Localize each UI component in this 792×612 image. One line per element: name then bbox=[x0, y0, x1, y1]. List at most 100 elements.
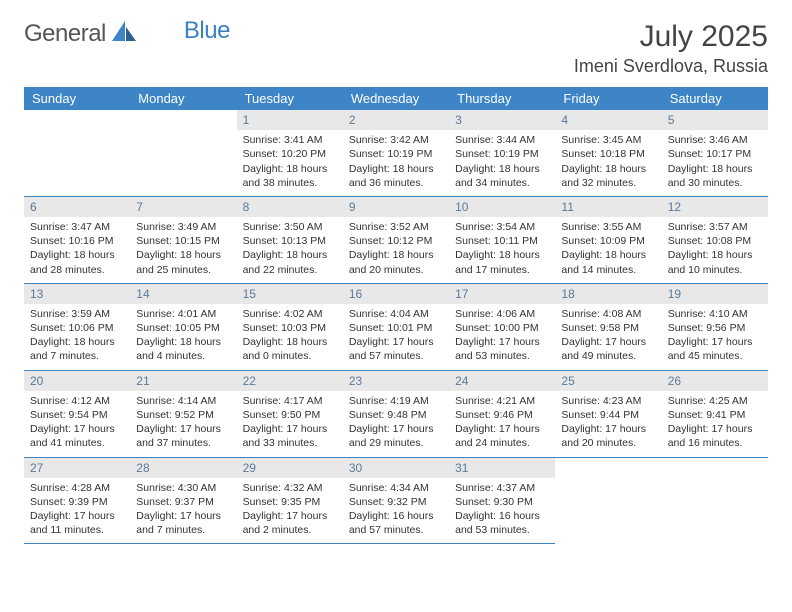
sunrise-text: Sunrise: 4:02 AM bbox=[243, 307, 337, 321]
daylight-text-1: Daylight: 17 hours bbox=[243, 422, 337, 436]
daylight-text-2: and 28 minutes. bbox=[30, 263, 124, 277]
day-number: 17 bbox=[449, 284, 555, 304]
daylight-text-2: and 36 minutes. bbox=[349, 176, 443, 190]
daylight-text-2: and 7 minutes. bbox=[136, 523, 230, 537]
day-number: 11 bbox=[555, 197, 661, 217]
logo-sail-icon bbox=[112, 20, 138, 48]
sunrise-text: Sunrise: 3:57 AM bbox=[668, 220, 762, 234]
calendar-week-row: 20Sunrise: 4:12 AMSunset: 9:54 PMDayligh… bbox=[24, 370, 768, 457]
daylight-text-1: Daylight: 16 hours bbox=[455, 509, 549, 523]
daylight-text-1: Daylight: 18 hours bbox=[243, 335, 337, 349]
calendar-day-cell: 26Sunrise: 4:25 AMSunset: 9:41 PMDayligh… bbox=[662, 370, 768, 457]
sunrise-text: Sunrise: 3:47 AM bbox=[30, 220, 124, 234]
daylight-text-2: and 2 minutes. bbox=[243, 523, 337, 537]
daylight-text-1: Daylight: 17 hours bbox=[455, 422, 549, 436]
sunrise-text: Sunrise: 3:42 AM bbox=[349, 133, 443, 147]
sunrise-text: Sunrise: 4:06 AM bbox=[455, 307, 549, 321]
sunset-text: Sunset: 9:30 PM bbox=[455, 495, 549, 509]
sunrise-text: Sunrise: 4:01 AM bbox=[136, 307, 230, 321]
day-number: 4 bbox=[555, 110, 661, 130]
calendar-day-cell: 31Sunrise: 4:37 AMSunset: 9:30 PMDayligh… bbox=[449, 457, 555, 544]
calendar-week-row: 13Sunrise: 3:59 AMSunset: 10:06 PMDaylig… bbox=[24, 283, 768, 370]
calendar-day-cell bbox=[662, 457, 768, 544]
sunset-text: Sunset: 10:19 PM bbox=[349, 147, 443, 161]
daylight-text-2: and 34 minutes. bbox=[455, 176, 549, 190]
sunrise-text: Sunrise: 4:21 AM bbox=[455, 394, 549, 408]
sunset-text: Sunset: 9:35 PM bbox=[243, 495, 337, 509]
daylight-text-2: and 14 minutes. bbox=[561, 263, 655, 277]
day-number: 30 bbox=[343, 458, 449, 478]
sunset-text: Sunset: 10:13 PM bbox=[243, 234, 337, 248]
calendar-day-cell: 22Sunrise: 4:17 AMSunset: 9:50 PMDayligh… bbox=[237, 370, 343, 457]
calendar-day-cell: 30Sunrise: 4:34 AMSunset: 9:32 PMDayligh… bbox=[343, 457, 449, 544]
daylight-text-2: and 11 minutes. bbox=[30, 523, 124, 537]
calendar-day-cell: 24Sunrise: 4:21 AMSunset: 9:46 PMDayligh… bbox=[449, 370, 555, 457]
calendar-day-cell: 3Sunrise: 3:44 AMSunset: 10:19 PMDayligh… bbox=[449, 110, 555, 196]
daylight-text-1: Daylight: 18 hours bbox=[30, 248, 124, 262]
day-number: 28 bbox=[130, 458, 236, 478]
calendar-day-cell: 27Sunrise: 4:28 AMSunset: 9:39 PMDayligh… bbox=[24, 457, 130, 544]
weekday-header: Monday bbox=[130, 87, 236, 110]
sunrise-text: Sunrise: 3:45 AM bbox=[561, 133, 655, 147]
day-number: 15 bbox=[237, 284, 343, 304]
sunset-text: Sunset: 9:52 PM bbox=[136, 408, 230, 422]
daylight-text-2: and 53 minutes. bbox=[455, 349, 549, 363]
daylight-text-1: Daylight: 18 hours bbox=[136, 248, 230, 262]
sunset-text: Sunset: 10:03 PM bbox=[243, 321, 337, 335]
weekday-header: Thursday bbox=[449, 87, 555, 110]
sunset-text: Sunset: 9:58 PM bbox=[561, 321, 655, 335]
logo-text-blue: Blue bbox=[184, 17, 230, 45]
daylight-text-1: Daylight: 17 hours bbox=[136, 509, 230, 523]
daylight-text-2: and 17 minutes. bbox=[455, 263, 549, 277]
calendar-day-cell: 19Sunrise: 4:10 AMSunset: 9:56 PMDayligh… bbox=[662, 283, 768, 370]
calendar-day-cell: 25Sunrise: 4:23 AMSunset: 9:44 PMDayligh… bbox=[555, 370, 661, 457]
daylight-text-2: and 16 minutes. bbox=[668, 436, 762, 450]
calendar-day-cell: 2Sunrise: 3:42 AMSunset: 10:19 PMDayligh… bbox=[343, 110, 449, 196]
day-number: 29 bbox=[237, 458, 343, 478]
daylight-text-2: and 30 minutes. bbox=[668, 176, 762, 190]
day-number: 16 bbox=[343, 284, 449, 304]
sunset-text: Sunset: 10:15 PM bbox=[136, 234, 230, 248]
calendar-day-cell: 9Sunrise: 3:52 AMSunset: 10:12 PMDayligh… bbox=[343, 196, 449, 283]
day-number: 8 bbox=[237, 197, 343, 217]
calendar-day-cell: 8Sunrise: 3:50 AMSunset: 10:13 PMDayligh… bbox=[237, 196, 343, 283]
sunrise-text: Sunrise: 4:14 AM bbox=[136, 394, 230, 408]
calendar-day-cell: 17Sunrise: 4:06 AMSunset: 10:00 PMDaylig… bbox=[449, 283, 555, 370]
calendar-day-cell: 6Sunrise: 3:47 AMSunset: 10:16 PMDayligh… bbox=[24, 196, 130, 283]
weekday-header: Saturday bbox=[662, 87, 768, 110]
weekday-header: Wednesday bbox=[343, 87, 449, 110]
daylight-text-1: Daylight: 18 hours bbox=[668, 162, 762, 176]
day-number: 27 bbox=[24, 458, 130, 478]
daylight-text-1: Daylight: 18 hours bbox=[561, 162, 655, 176]
sunrise-text: Sunrise: 3:55 AM bbox=[561, 220, 655, 234]
calendar-week-row: 1Sunrise: 3:41 AMSunset: 10:20 PMDayligh… bbox=[24, 110, 768, 196]
calendar-day-cell: 1Sunrise: 3:41 AMSunset: 10:20 PMDayligh… bbox=[237, 110, 343, 196]
daylight-text-2: and 4 minutes. bbox=[136, 349, 230, 363]
sunset-text: Sunset: 9:46 PM bbox=[455, 408, 549, 422]
sunset-text: Sunset: 10:08 PM bbox=[668, 234, 762, 248]
sunset-text: Sunset: 10:05 PM bbox=[136, 321, 230, 335]
daylight-text-2: and 53 minutes. bbox=[455, 523, 549, 537]
weekday-header: Sunday bbox=[24, 87, 130, 110]
calendar-table: Sunday Monday Tuesday Wednesday Thursday… bbox=[24, 87, 768, 544]
daylight-text-2: and 29 minutes. bbox=[349, 436, 443, 450]
page-title: July 2025 bbox=[574, 20, 768, 54]
sunset-text: Sunset: 10:11 PM bbox=[455, 234, 549, 248]
daylight-text-1: Daylight: 18 hours bbox=[243, 248, 337, 262]
calendar-day-cell bbox=[555, 457, 661, 544]
sunrise-text: Sunrise: 4:10 AM bbox=[668, 307, 762, 321]
daylight-text-2: and 0 minutes. bbox=[243, 349, 337, 363]
daylight-text-2: and 38 minutes. bbox=[243, 176, 337, 190]
sunset-text: Sunset: 9:50 PM bbox=[243, 408, 337, 422]
daylight-text-1: Daylight: 17 hours bbox=[455, 335, 549, 349]
calendar-day-cell bbox=[24, 110, 130, 196]
daylight-text-2: and 57 minutes. bbox=[349, 349, 443, 363]
weekday-header: Friday bbox=[555, 87, 661, 110]
daylight-text-2: and 33 minutes. bbox=[243, 436, 337, 450]
sunrise-text: Sunrise: 3:59 AM bbox=[30, 307, 124, 321]
sunset-text: Sunset: 10:16 PM bbox=[30, 234, 124, 248]
calendar-day-cell: 18Sunrise: 4:08 AMSunset: 9:58 PMDayligh… bbox=[555, 283, 661, 370]
daylight-text-2: and 45 minutes. bbox=[668, 349, 762, 363]
daylight-text-1: Daylight: 17 hours bbox=[561, 422, 655, 436]
daylight-text-1: Daylight: 17 hours bbox=[561, 335, 655, 349]
